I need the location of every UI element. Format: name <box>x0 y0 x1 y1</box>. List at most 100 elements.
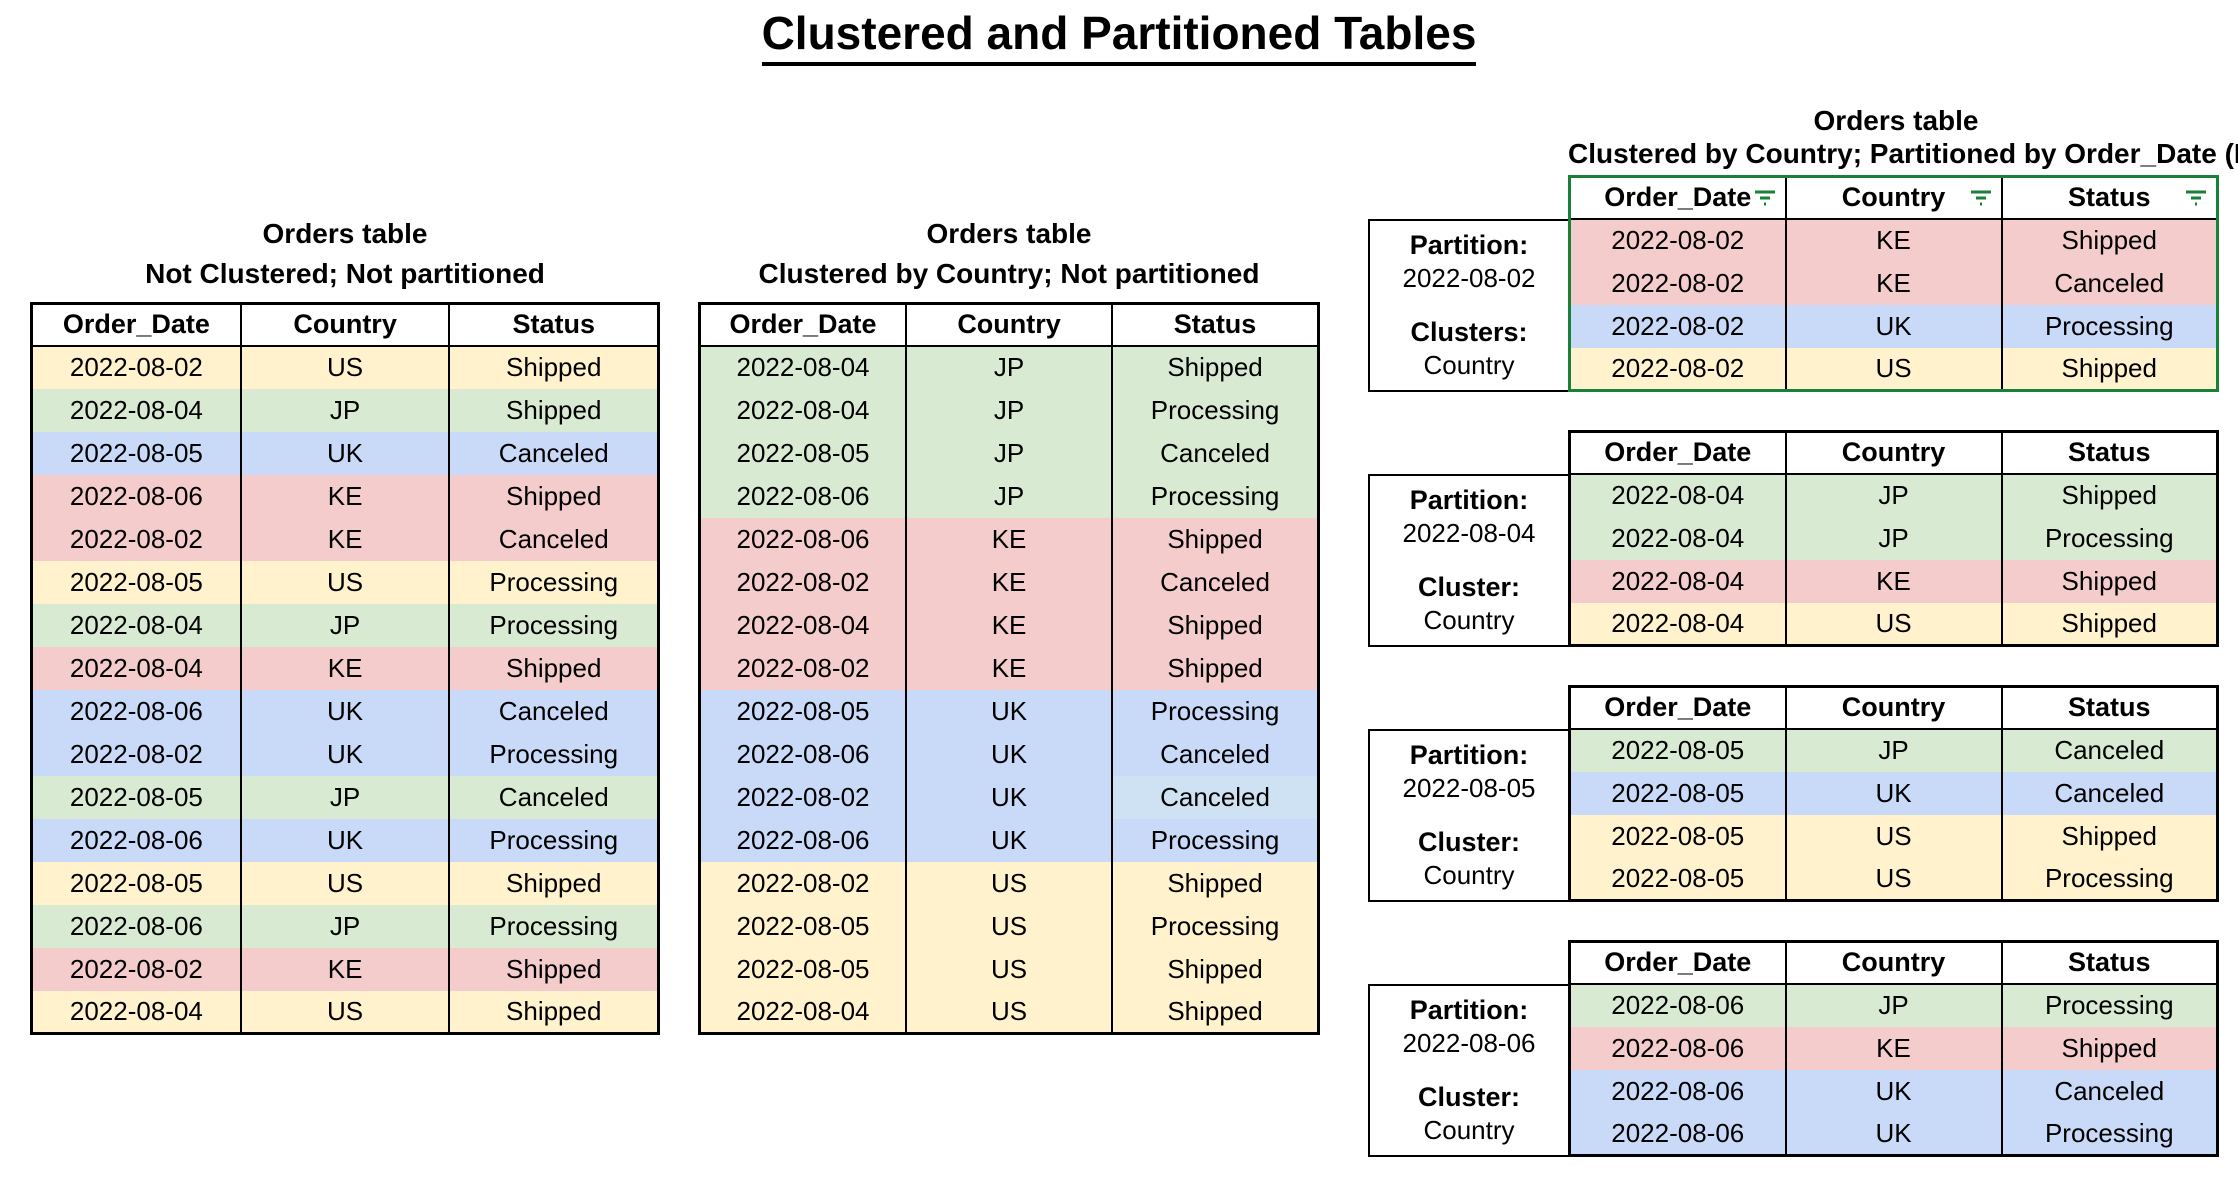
cell-country: UK <box>239 818 451 862</box>
cell-order_date: 2022-08-06 <box>698 818 907 862</box>
partition-table-2022-08-04: Order_Date Country Status 2022-08-04 JP Shipp… <box>1568 430 2219 647</box>
cell-status: Shipped <box>2000 218 2219 262</box>
table-row: 2022-08-02 KE Shipped <box>30 947 660 991</box>
cell-order_date: 2022-08-04 <box>698 345 907 389</box>
cell-country: KE <box>1784 559 2003 603</box>
cell-status: Processing <box>1111 904 1320 948</box>
cell-country: UK <box>239 431 451 475</box>
cell-country: US <box>1784 347 2003 391</box>
cell-status: Processing <box>448 904 660 948</box>
table-row: 2022-08-02 KE Canceled <box>698 560 1320 604</box>
table-row: 2022-08-04 JP Processing <box>30 603 660 647</box>
column-header-order_date: Order_Date <box>1568 430 1787 475</box>
left-table-container: Order_Date Country Status 2022-08-02 US Shipp… <box>30 302 660 1035</box>
cell-order_date: 2022-08-04 <box>30 990 242 1034</box>
cell-status: Shipped <box>1111 517 1320 561</box>
cell-status: Processing <box>1111 689 1320 733</box>
column-header-country: Country <box>1784 685 2003 730</box>
column-header-status: Status <box>2000 940 2219 985</box>
partition-group-2022-08-04: Partition: 2022-08-04 Cluster: Country Order… <box>1368 430 2224 647</box>
table-row: 2022-08-02 UK Processing <box>30 732 660 776</box>
cell-country: JP <box>1784 983 2003 1027</box>
cell-order_date: 2022-08-06 <box>698 474 907 518</box>
cell-order_date: 2022-08-05 <box>698 947 907 991</box>
header-row: Order_Date Country Status <box>30 302 660 347</box>
cell-country: KE <box>1784 1026 2003 1070</box>
right-section-title: Orders table <box>1813 105 1979 136</box>
column-header-country: Country <box>1784 430 2003 475</box>
column-header-label: Order_Date <box>62 309 210 340</box>
cell-country: KE <box>1784 261 2003 305</box>
cluster-label: Cluster: <box>1417 572 1520 602</box>
column-header-label: Order_Date <box>1604 692 1752 723</box>
left-table-subtitle: Not Clustered; Not partitioned <box>145 258 545 289</box>
column-header-order_date: Order_Date <box>1568 685 1787 730</box>
cell-country: US <box>904 861 1114 905</box>
cell-order_date: 2022-08-05 <box>30 775 242 819</box>
cluster-value: Country <box>1423 860 1515 890</box>
cell-order_date: 2022-08-05 <box>698 689 907 733</box>
cell-order_date: 2022-08-04 <box>1568 473 1787 517</box>
cell-order_date: 2022-08-06 <box>30 689 242 733</box>
cell-order_date: 2022-08-04 <box>30 646 242 690</box>
cell-status: Processing <box>1111 388 1320 432</box>
partition-id: Partition: 2022-08-04 <box>1374 484 1564 550</box>
cell-status: Canceled <box>1111 732 1320 776</box>
column-header-label: Status <box>2067 182 2151 213</box>
cell-order_date: 2022-08-02 <box>1568 347 1787 391</box>
table-row: 2022-08-04 KE Shipped <box>1568 559 2219 603</box>
cell-status: Canceled <box>448 775 660 819</box>
cell-status: Shipped <box>2000 1026 2219 1070</box>
table-row: 2022-08-06 JP Processing <box>1568 983 2219 1027</box>
cell-order_date: 2022-08-05 <box>1568 728 1787 772</box>
cell-status: Shipped <box>2000 473 2219 517</box>
cell-status: Shipped <box>448 388 660 432</box>
cell-order_date: 2022-08-02 <box>30 732 242 776</box>
cell-order_date: 2022-08-02 <box>698 560 907 604</box>
header-row: Order_Date Country Status <box>1568 175 2219 220</box>
cell-country: JP <box>239 603 451 647</box>
cell-order_date: 2022-08-04 <box>1568 559 1787 603</box>
cell-status: Shipped <box>2000 602 2219 646</box>
cell-order_date: 2022-08-04 <box>698 603 907 647</box>
partition-label-box: Partition: 2022-08-04 Cluster: Country <box>1368 474 1568 647</box>
cell-country: KE <box>239 947 451 991</box>
middle-table: Order_Date Country Status 2022-08-04 JP Shipp… <box>698 302 1320 1035</box>
column-header-status: Status <box>2000 685 2219 730</box>
table-row: 2022-08-04 JP Shipped <box>698 345 1320 389</box>
table-row: 2022-08-05 US Processing <box>1568 857 2219 901</box>
unclustered-table-section: Orders table Not Clustered; Not partitio… <box>30 214 660 1035</box>
cell-country: JP <box>239 775 451 819</box>
partition-id: Partition: 2022-08-05 <box>1374 739 1564 805</box>
partition-label: Partition: <box>1409 995 1529 1025</box>
column-header-order_date: Order_Date <box>30 302 242 347</box>
cell-country: US <box>904 990 1114 1034</box>
cell-order_date: 2022-08-06 <box>30 474 242 518</box>
cluster-label: Clusters: <box>1410 317 1528 347</box>
cell-country: JP <box>1784 728 2003 772</box>
column-header-status: Status <box>1111 302 1320 347</box>
table-row: 2022-08-04 US Shipped <box>30 990 660 1034</box>
table-row: 2022-08-02 US Shipped <box>698 861 1320 905</box>
table-row: 2022-08-02 US Shipped <box>30 345 660 389</box>
cell-country: UK <box>1784 1069 2003 1113</box>
column-header-label: Country <box>957 309 1061 340</box>
table-row: 2022-08-04 JP Shipped <box>30 388 660 432</box>
table-row: 2022-08-06 UK Canceled <box>30 689 660 733</box>
table-row: 2022-08-05 US Shipped <box>698 947 1320 991</box>
filter-icon[interactable] <box>2184 189 2208 207</box>
cell-order_date: 2022-08-04 <box>698 990 907 1034</box>
cluster-value: Country <box>1423 350 1515 380</box>
cell-order_date: 2022-08-05 <box>1568 771 1787 815</box>
cell-country: UK <box>239 689 451 733</box>
filter-icon[interactable] <box>1969 189 1993 207</box>
table-row: 2022-08-06 KE Shipped <box>698 517 1320 561</box>
cell-order_date: 2022-08-06 <box>698 732 907 776</box>
header-row: Order_Date Country Status <box>1568 685 2219 730</box>
cell-order_date: 2022-08-06 <box>1568 1069 1787 1113</box>
filter-icon[interactable] <box>1753 189 1777 207</box>
column-header-label: Country <box>1841 437 1946 468</box>
right-section-subtitle: Clustered by Country; Partitioned by Ord… <box>1568 138 2238 169</box>
partition-value: 2022-08-04 <box>1402 518 1536 548</box>
cell-country: US <box>239 861 451 905</box>
